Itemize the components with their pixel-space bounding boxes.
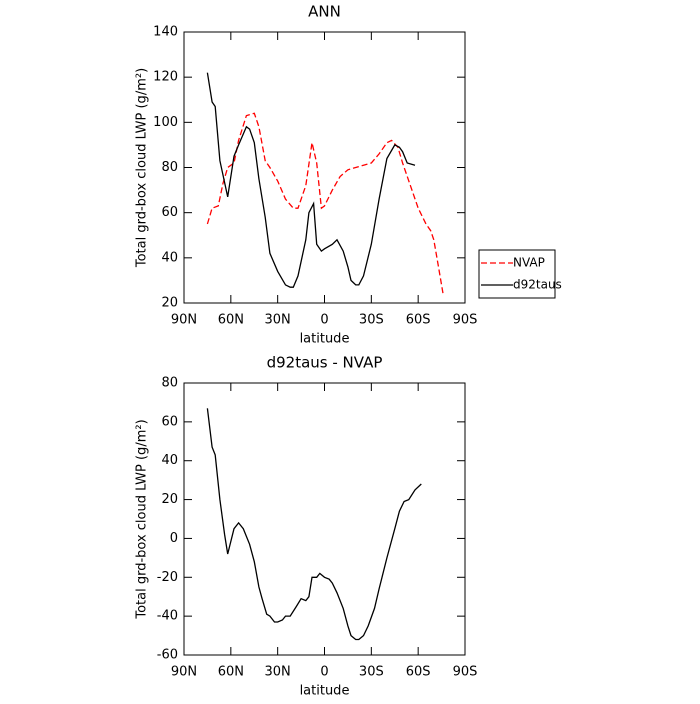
y-tick-label: 60 [161,414,178,429]
y-tick-label: 40 [161,453,178,468]
plot-frame [183,382,466,656]
y-tick-label: 120 [153,70,178,85]
legend-box [478,249,556,299]
legend-label: NVAP [513,256,545,270]
y-tick-label: -60 [157,648,178,663]
x-tick-label: 30N [265,665,291,680]
plot-frame [183,31,466,304]
x-tick-label: 30N [265,313,291,328]
y-tick-label: 140 [153,25,178,40]
series-line [206,408,422,641]
x-axis-label: latitude [300,684,350,699]
x-tick-label: 0 [320,313,328,328]
y-tick-label: 100 [153,115,178,130]
chart-title: ANN [308,3,341,21]
y-tick-label: -40 [157,609,178,624]
y-axis-label: Total grd-box cloud LWP (g/m²) [135,419,150,619]
x-tick-label: 60S [406,313,431,328]
x-tick-label: 0 [320,665,328,680]
x-tick-label: 30S [359,665,384,680]
y-tick-label: 80 [161,160,178,175]
y-tick-label: 40 [161,250,178,265]
y-tick-label: 80 [161,376,178,391]
x-tick-label: 90N [171,313,197,328]
x-tick-label: 90S [453,665,478,680]
legend-label: d92taus [513,278,562,292]
y-tick-label: 60 [161,205,178,220]
x-tick-label: 60S [406,665,431,680]
x-tick-label: 90N [171,665,197,680]
y-tick-label: 20 [161,492,178,507]
y-axis-label: Total grd-box cloud LWP (g/m²) [135,68,150,268]
x-tick-label: 30S [359,313,384,328]
x-tick-label: 90S [453,313,478,328]
y-tick-label: 0 [170,531,178,546]
series-line [206,112,444,295]
x-tick-label: 60N [218,665,244,680]
y-tick-label: -20 [157,570,178,585]
x-tick-label: 60N [218,313,244,328]
x-axis-label: latitude [300,332,350,347]
y-tick-label: 20 [161,296,178,311]
series-line [206,72,416,288]
chart-title: d92taus - NVAP [267,354,383,372]
